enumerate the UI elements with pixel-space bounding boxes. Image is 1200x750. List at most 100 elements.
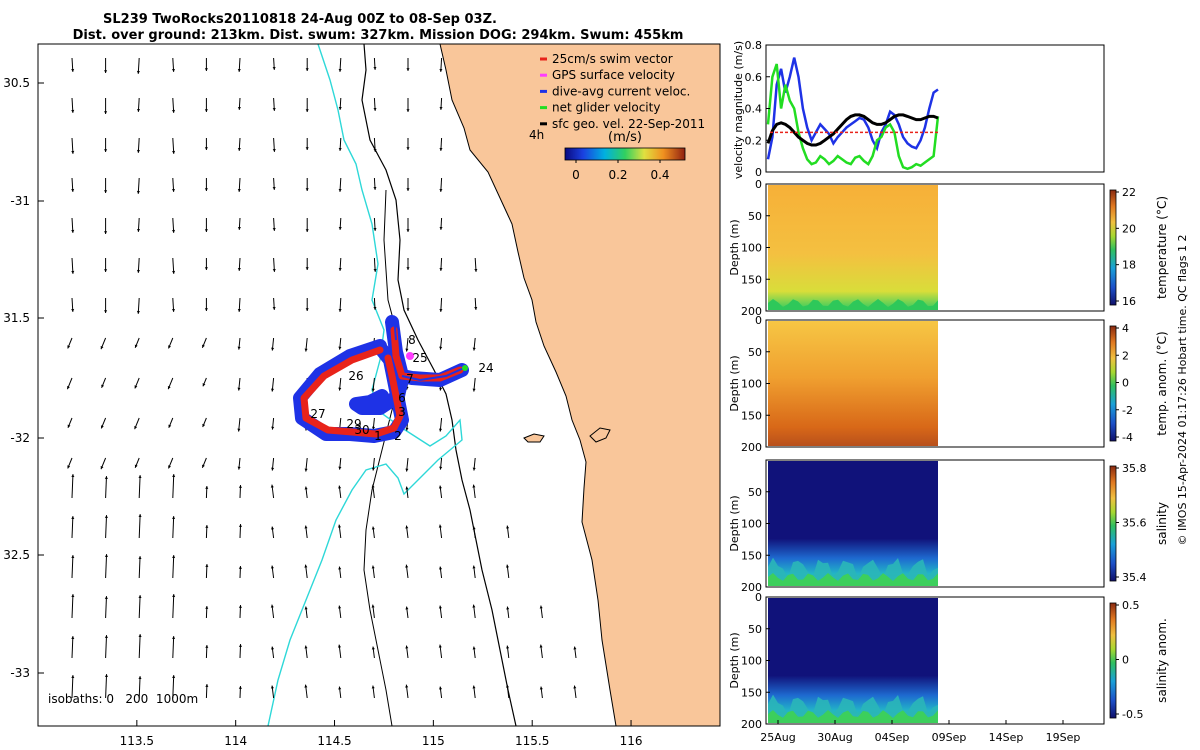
legend-label: GPS surface velocity [552, 68, 675, 82]
section-y-tick-label: 50 [748, 346, 762, 359]
vector-arrowhead [270, 565, 274, 569]
vector-arrowhead [172, 516, 176, 519]
vector-arrowhead [137, 228, 141, 232]
vector-arrowhead [134, 385, 138, 389]
colorbar-tick-label: 16 [1122, 295, 1136, 308]
vector-arrowhead [405, 348, 409, 352]
vector-arrowhead [406, 188, 410, 191]
map-colorbar [564, 147, 686, 161]
vector-arrowhead [439, 188, 443, 192]
vector-arrowhead [136, 310, 140, 314]
vector-arrowhead [338, 566, 342, 570]
vector-arrowhead [439, 147, 443, 151]
legend-label: 25cm/s swim vector [552, 52, 673, 66]
vector-arrowhead [204, 147, 208, 150]
current-vector [105, 596, 107, 619]
vector-arrowhead [304, 348, 308, 352]
vector-arrowhead [168, 345, 171, 349]
vector-arrowhead [136, 149, 141, 153]
map-x-tick-label: 115 [422, 734, 445, 748]
vector-arrowhead [67, 345, 71, 349]
vector-arrowhead [573, 685, 577, 689]
section-field [768, 321, 938, 446]
vector-arrowhead [305, 147, 309, 150]
current-vector [71, 474, 74, 499]
map-y-tick-label: 30.5 [3, 76, 30, 90]
vector-arrowhead [172, 636, 176, 639]
vector-arrowhead [134, 464, 138, 468]
vector-arrowhead [304, 606, 308, 610]
section-y-label: Depth (m) [728, 632, 741, 688]
section-y-label: Depth (m) [728, 219, 741, 275]
vector-arrowhead [237, 346, 241, 350]
current-vector [71, 555, 74, 579]
vector-arrowhead [337, 644, 342, 648]
vector-arrowhead [237, 226, 241, 230]
vector-arrowhead [272, 306, 276, 310]
end-marker [462, 365, 468, 371]
vector-arrowhead [371, 484, 375, 488]
vector-arrowhead [405, 564, 409, 568]
vector-arrowhead [474, 268, 478, 272]
vector-arrowhead [406, 229, 410, 232]
vector-arrowhead [238, 686, 242, 689]
vector-arrowhead [270, 484, 274, 488]
vector-arrowhead [270, 604, 274, 608]
vector-arrowhead [405, 645, 409, 649]
map-x-tick-label: 114 [224, 734, 247, 748]
vector-arrowhead [136, 70, 140, 74]
vector-arrowhead [204, 308, 208, 311]
map-frame [37, 43, 721, 727]
vector-arrowhead [304, 486, 308, 490]
map-x-tick-label: 116 [620, 734, 643, 748]
vector-arrowhead [71, 308, 75, 312]
vector-arrowhead [472, 604, 476, 608]
vector-arrowhead [71, 270, 75, 274]
vector-arrowhead [237, 387, 241, 391]
vector-arrowhead [304, 684, 308, 688]
vector-arrowhead [304, 564, 308, 568]
velocity-y-tick-label: 0.6 [745, 71, 763, 84]
colorbar-tick-label: 0.2 [608, 168, 627, 182]
vector-arrowhead [104, 231, 108, 234]
vector-arrowhead [172, 594, 176, 597]
vector-arrowhead [104, 149, 108, 152]
vector-arrowhead [171, 308, 175, 312]
vector-arrowhead [237, 308, 241, 312]
vector-arrowhead [238, 644, 242, 647]
vector-arrowhead [305, 109, 309, 112]
vector-arrowhead [67, 424, 71, 428]
vector-arrowhead [539, 686, 543, 690]
vector-arrowhead [439, 346, 443, 350]
vector-arrowhead [205, 684, 209, 687]
colorbar-tick-label: 35.4 [1122, 571, 1147, 584]
vector-arrowhead [371, 426, 376, 430]
vector-arrowhead [71, 555, 75, 558]
vector-arrowhead [506, 606, 510, 610]
vector-arrowhead [472, 484, 476, 488]
vector-arrowhead [373, 66, 377, 70]
vector-arrowhead [472, 388, 476, 392]
section-bottom-water [768, 299, 938, 310]
vector-arrowhead [405, 427, 409, 431]
vector-arrowhead [573, 646, 577, 650]
current-vector [71, 516, 74, 539]
vector-arrowhead [506, 645, 510, 649]
time-tick-label: 19Sep [1046, 731, 1081, 744]
vector-arrowhead [438, 524, 442, 528]
vector-arrowhead [67, 385, 70, 390]
current-vector [172, 594, 175, 619]
vector-arrowhead [71, 68, 75, 72]
map-x-ticks: 113.5 114 114.5 115 115.5 116 [120, 720, 643, 748]
vector-arrowhead [271, 426, 275, 430]
vector-arrowhead [539, 605, 543, 609]
velocity-y-tick-label: 0.2 [745, 134, 763, 147]
section-y-tick-label: 100 [741, 518, 762, 531]
vector-arrowhead [172, 555, 176, 558]
depth-section: 0 50 100 150 200 Depth (m) 0.5 0 -0.5 salinity an… [728, 591, 1169, 731]
time-tick-label: 25Aug [760, 731, 795, 744]
vector-arrowhead [305, 68, 309, 71]
vector-arrowhead [272, 66, 276, 70]
vector-arrowhead [71, 594, 75, 597]
current-vector [71, 594, 74, 619]
